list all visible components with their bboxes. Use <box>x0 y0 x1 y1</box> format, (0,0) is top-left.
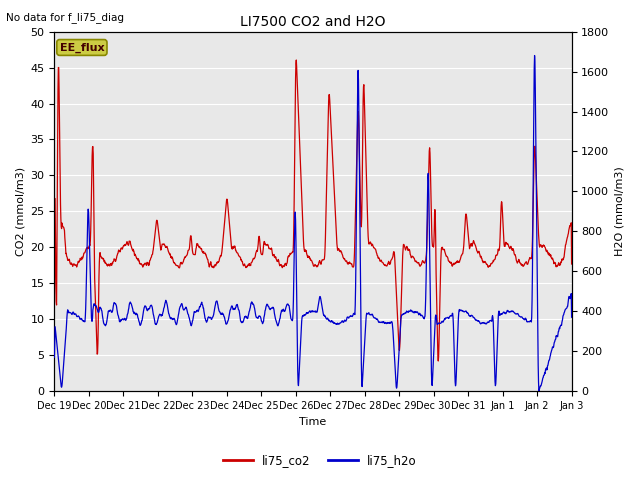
Text: No data for f_li75_diag: No data for f_li75_diag <box>6 12 124 23</box>
Text: EE_flux: EE_flux <box>60 42 104 53</box>
Y-axis label: CO2 (mmol/m3): CO2 (mmol/m3) <box>15 167 25 256</box>
Y-axis label: H2O (mmol/m3): H2O (mmol/m3) <box>615 167 625 256</box>
X-axis label: Time: Time <box>300 417 326 427</box>
Title: LI7500 CO2 and H2O: LI7500 CO2 and H2O <box>240 15 386 29</box>
Legend: li75_co2, li75_h2o: li75_co2, li75_h2o <box>218 449 422 472</box>
